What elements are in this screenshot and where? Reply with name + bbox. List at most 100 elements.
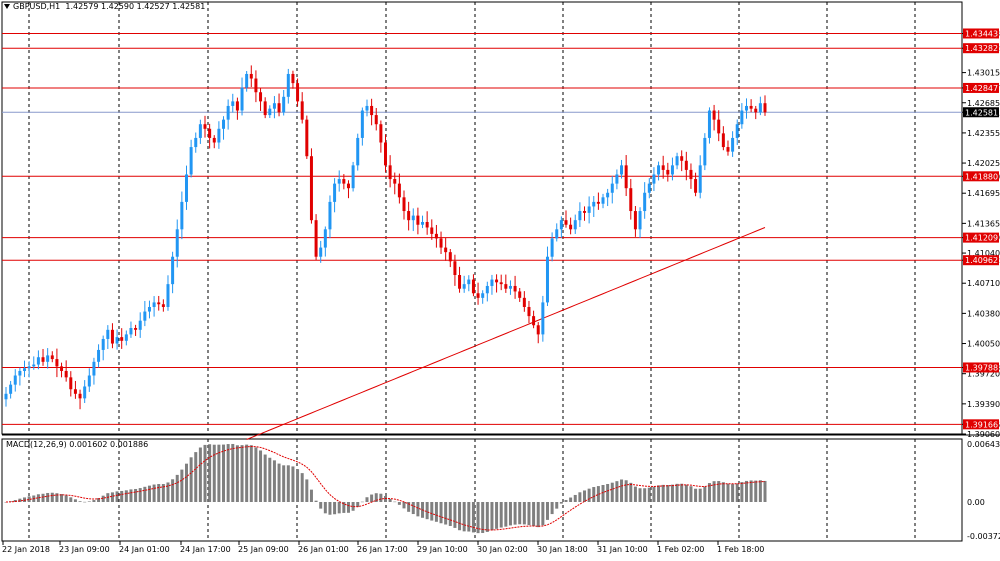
candle-body bbox=[583, 211, 587, 213]
candle-body bbox=[578, 211, 582, 221]
candle-body bbox=[314, 220, 318, 257]
candle bbox=[583, 206, 587, 221]
candle-body bbox=[217, 128, 221, 143]
macd-bar bbox=[245, 444, 249, 502]
macd-bar bbox=[101, 495, 105, 502]
macd-bar bbox=[147, 485, 151, 502]
candle bbox=[592, 196, 596, 217]
macd-tick-label: -0.003724 bbox=[967, 532, 1000, 541]
candle bbox=[564, 210, 568, 228]
candle bbox=[606, 188, 610, 207]
macd-bar bbox=[587, 488, 591, 502]
candle-body bbox=[499, 282, 503, 285]
candle bbox=[407, 201, 411, 231]
candle bbox=[235, 97, 239, 120]
macd-bar bbox=[703, 486, 707, 502]
macd-bar bbox=[633, 486, 637, 502]
macd-bar bbox=[735, 483, 739, 502]
candle bbox=[333, 178, 337, 213]
candle bbox=[490, 274, 494, 295]
macd-bar bbox=[462, 502, 466, 532]
candle-body bbox=[541, 302, 545, 335]
level-tag-label: 1.43282 bbox=[965, 44, 998, 53]
candle-body bbox=[286, 73, 290, 97]
candle bbox=[698, 155, 702, 199]
candle-body bbox=[4, 393, 8, 400]
current-tag-background bbox=[963, 107, 999, 118]
macd-bar bbox=[407, 502, 411, 512]
macd-bar bbox=[647, 487, 651, 502]
candle-body bbox=[657, 165, 661, 175]
candle-body bbox=[758, 103, 762, 113]
macd-bar bbox=[319, 502, 323, 509]
macd-bar bbox=[60, 494, 64, 502]
macd-bar bbox=[360, 501, 364, 503]
candle bbox=[740, 103, 744, 129]
candle-body bbox=[152, 302, 156, 307]
candle bbox=[92, 357, 96, 385]
macd-bar bbox=[171, 479, 175, 502]
macd-bar bbox=[263, 454, 267, 502]
candle bbox=[351, 161, 355, 192]
candle-body bbox=[157, 302, 161, 305]
macd-bar bbox=[346, 502, 350, 513]
candle-body bbox=[689, 169, 693, 180]
macd-bar bbox=[198, 447, 202, 502]
candle-body bbox=[83, 386, 87, 399]
candle-body bbox=[189, 147, 193, 175]
macd-bar bbox=[444, 502, 448, 525]
candle bbox=[545, 246, 549, 307]
candle-body bbox=[703, 137, 707, 166]
candle bbox=[670, 157, 674, 181]
candle bbox=[758, 96, 762, 116]
candle bbox=[532, 310, 536, 329]
candle bbox=[337, 170, 341, 192]
level-price-tag: 1.39788 bbox=[963, 362, 999, 373]
moving-average-line bbox=[246, 227, 766, 440]
candle bbox=[203, 115, 207, 138]
macd-bar bbox=[471, 502, 475, 533]
macd-bar bbox=[208, 444, 212, 502]
macd-bar bbox=[643, 488, 647, 502]
candle-body bbox=[508, 285, 512, 289]
candle bbox=[462, 275, 466, 293]
macd-bar bbox=[50, 492, 54, 502]
candle bbox=[499, 274, 503, 291]
candle bbox=[522, 291, 526, 312]
macd-bar bbox=[527, 502, 531, 526]
candle bbox=[157, 295, 161, 311]
candle-body bbox=[434, 233, 438, 239]
macd-bar bbox=[388, 498, 392, 502]
price-tick-label: 1.40710 bbox=[967, 279, 1000, 288]
candle-body bbox=[240, 87, 244, 111]
macd-bar bbox=[689, 486, 693, 502]
candle-body bbox=[550, 238, 554, 257]
candle bbox=[541, 295, 545, 342]
candle bbox=[36, 350, 40, 370]
ohlc-values: 1.42579 1.42590 1.42527 1.42581 bbox=[65, 2, 206, 11]
candle bbox=[50, 351, 54, 363]
candle-body bbox=[198, 124, 202, 138]
dropdown-triangle-icon[interactable] bbox=[4, 4, 10, 9]
candle bbox=[272, 96, 276, 119]
macd-bar bbox=[744, 480, 748, 502]
candle-body bbox=[564, 220, 568, 225]
candle bbox=[481, 290, 485, 304]
candle bbox=[620, 159, 624, 179]
macd-bar bbox=[110, 492, 114, 502]
candle-body bbox=[522, 297, 526, 307]
candle-body bbox=[235, 101, 239, 111]
candle bbox=[744, 98, 748, 119]
candle-body bbox=[166, 284, 170, 307]
candle-body bbox=[351, 165, 355, 189]
level-tag-label: 1.39166 bbox=[965, 420, 998, 429]
candle-body bbox=[680, 156, 684, 161]
candle bbox=[555, 223, 559, 242]
level-tag-background bbox=[963, 171, 999, 182]
macd-bar bbox=[36, 494, 40, 502]
macd-bar bbox=[83, 501, 87, 503]
candle bbox=[675, 152, 679, 170]
time-tick-label: 30 Jan 18:00 bbox=[537, 545, 588, 554]
